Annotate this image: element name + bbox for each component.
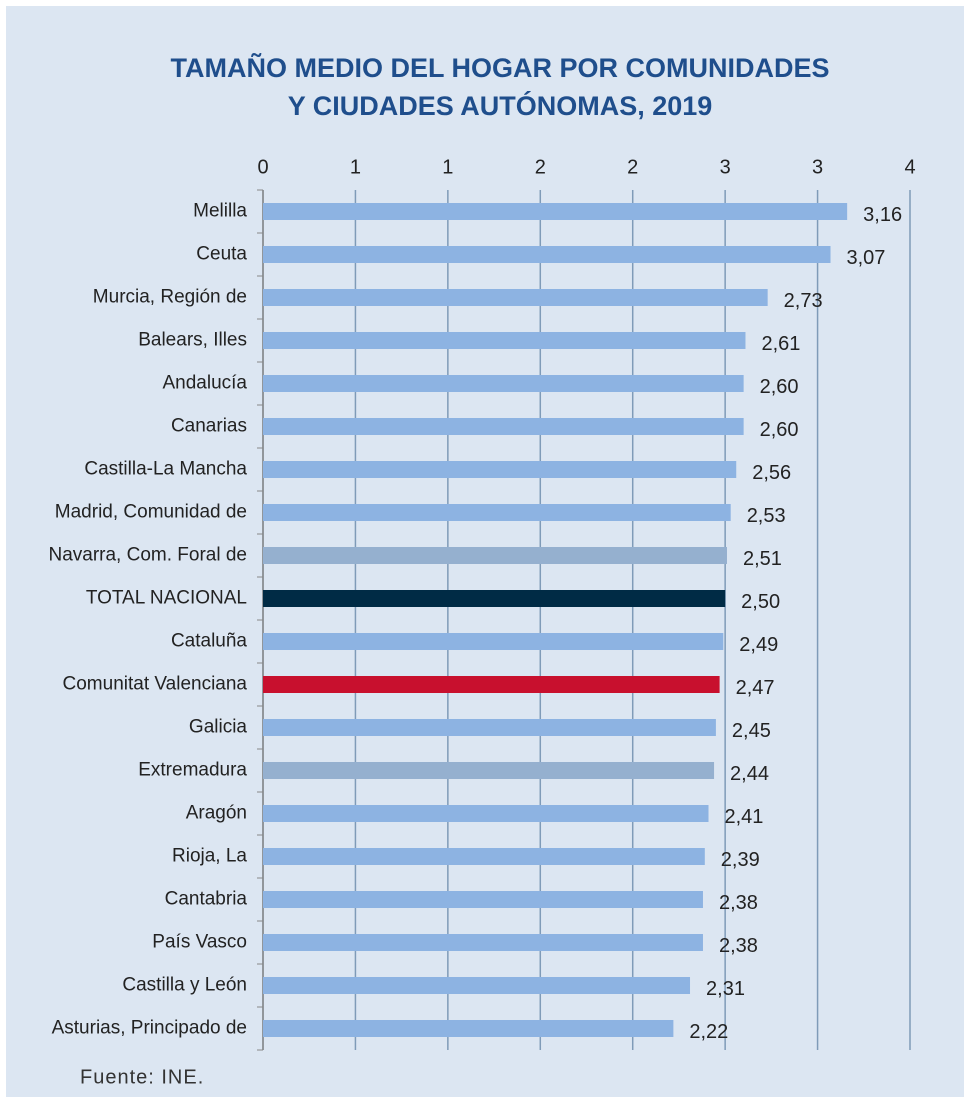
data-label: 2,39	[721, 849, 760, 871]
y-tick-label: Murcia, Región de	[93, 287, 247, 308]
bar	[263, 934, 703, 951]
y-tick-label: Andalucía	[162, 373, 247, 394]
y-tick-label: Ceuta	[196, 244, 247, 265]
bar	[263, 504, 731, 521]
bar	[263, 805, 709, 822]
bar	[263, 590, 726, 607]
y-tick-label: País Vasco	[152, 932, 247, 953]
bar	[263, 633, 724, 650]
y-tick-label: Castilla y León	[122, 975, 247, 996]
y-tick-label: Aragón	[186, 803, 247, 824]
data-label: 2,60	[760, 419, 799, 441]
data-label: 2,38	[719, 892, 758, 914]
data-label: 2,41	[725, 806, 764, 828]
bar	[263, 977, 691, 994]
y-tick-label: Comunitat Valenciana	[63, 674, 248, 695]
y-tick-label: Balears, Illes	[138, 330, 247, 351]
y-tick-label: Canarias	[171, 416, 247, 437]
bar	[263, 848, 705, 865]
data-label: 2,73	[784, 290, 823, 312]
y-tick-label: Asturias, Principado de	[52, 1018, 247, 1039]
y-tick-label: Cantabria	[165, 889, 248, 910]
bar	[263, 547, 727, 564]
y-tick-label: Madrid, Comunidad de	[55, 502, 247, 523]
data-label: 2,38	[719, 935, 758, 957]
data-label: 2,50	[741, 591, 780, 613]
data-label: 3,07	[847, 247, 886, 269]
bar	[263, 461, 737, 478]
x-tick-label: 0	[257, 156, 268, 178]
data-label: 2,49	[739, 634, 778, 656]
data-label: 2,60	[760, 376, 799, 398]
x-tick-label: 4	[904, 156, 915, 178]
data-label: 2,45	[732, 720, 771, 742]
bar	[263, 719, 716, 736]
bar	[263, 762, 715, 779]
bar	[263, 246, 831, 263]
x-tick-label: 3	[720, 156, 731, 178]
y-tick-label: TOTAL NACIONAL	[86, 588, 247, 609]
data-label: 2,61	[761, 333, 800, 355]
bar	[263, 676, 720, 693]
data-label: 2,22	[689, 1021, 728, 1043]
data-label: 2,47	[736, 677, 775, 699]
data-label: 3,16	[863, 204, 902, 226]
chart-title: TAMAÑO MEDIO DEL HOGAR POR COMUNIDADES Y …	[170, 52, 829, 121]
y-tick-label: Cataluña	[171, 631, 247, 652]
bar	[263, 1020, 674, 1037]
y-tick-label: Melilla	[193, 201, 247, 222]
bar	[263, 418, 744, 435]
y-tick-label: Castilla-La Mancha	[84, 459, 247, 480]
x-tick-label: 2	[535, 156, 546, 178]
y-tick-label: Rioja, La	[172, 846, 247, 867]
bar	[263, 891, 703, 908]
bar	[263, 332, 746, 349]
y-tick-label: Extremadura	[138, 760, 247, 781]
data-label: 2,56	[752, 462, 791, 484]
bar	[263, 375, 744, 392]
bar	[263, 203, 848, 220]
x-tick-label: 1	[350, 156, 361, 178]
y-tick-label: Navarra, Com. Foral de	[48, 545, 247, 566]
data-label: 2,44	[730, 763, 769, 785]
data-label: 2,53	[747, 505, 786, 527]
data-label: 2,31	[706, 978, 745, 1000]
x-tick-label: 3	[812, 156, 823, 178]
bar	[263, 289, 768, 306]
source-note: Fuente: INE.	[80, 1066, 204, 1088]
x-tick-label: 2	[627, 156, 638, 178]
data-label: 2,51	[743, 548, 782, 570]
y-tick-label: Galicia	[189, 717, 248, 738]
x-tick-label: 1	[442, 156, 453, 178]
